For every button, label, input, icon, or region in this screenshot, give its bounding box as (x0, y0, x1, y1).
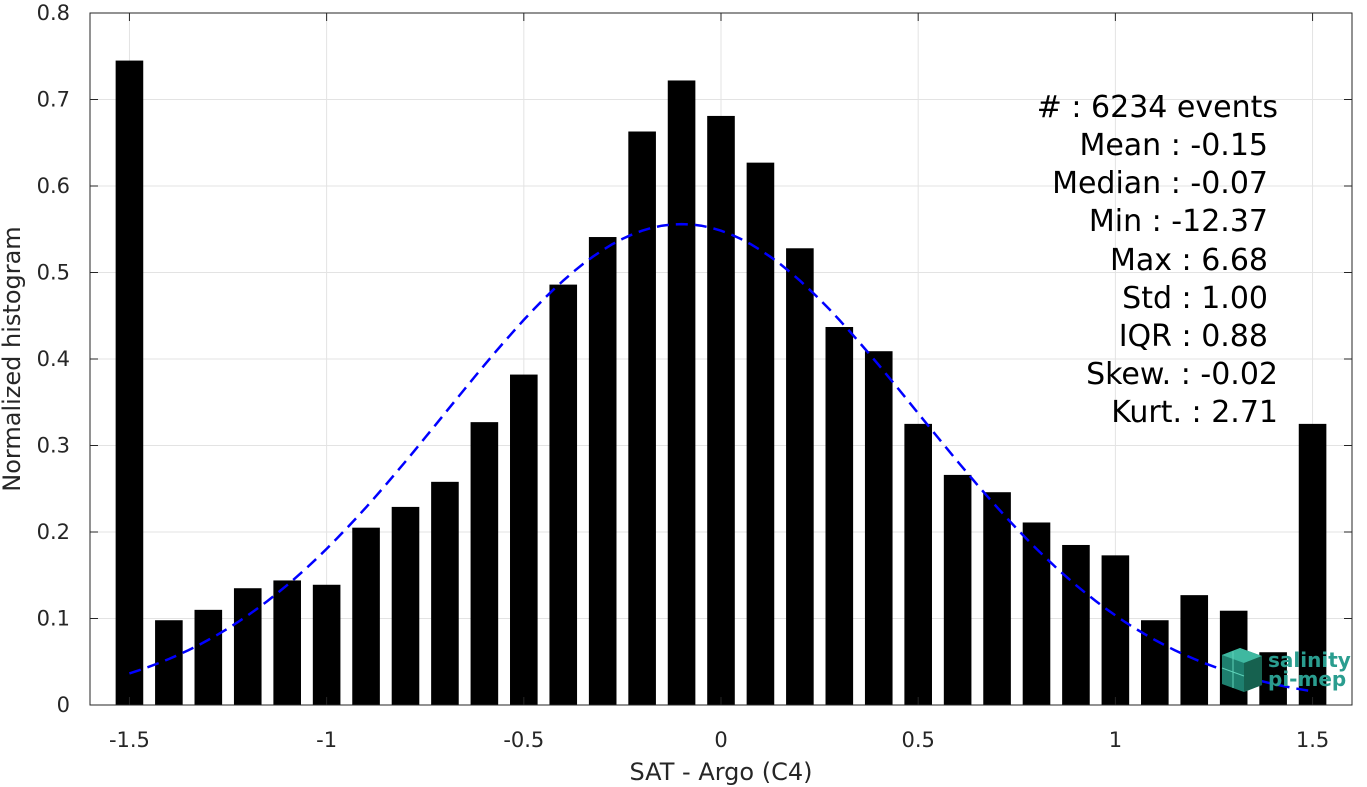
y-tick-label: 0.2 (37, 520, 70, 544)
stat-mean: Mean : -0.15 (1079, 128, 1268, 163)
histogram-bar (1101, 555, 1130, 705)
gaussian-fit-curve (129, 222, 1313, 693)
x-tick-label: 1.5 (1296, 728, 1329, 752)
axes-box (89, 12, 1353, 706)
histogram-bar (943, 474, 972, 705)
histogram-bar (431, 481, 459, 705)
y-axis-label: Normalized histogram (0, 226, 26, 491)
histogram-bar (983, 492, 1011, 705)
y-tick-label: 0.8 (37, 1, 70, 25)
histogram-bar (1180, 595, 1209, 705)
y-tick-label: 0.3 (37, 434, 70, 458)
histogram-bar (549, 284, 578, 705)
histogram-bar (194, 609, 223, 705)
x-axis-label: SAT - Argo (C4) (630, 758, 813, 786)
stats-box: # : 6234 events Mean : -0.15 Median : -0… (1037, 90, 1278, 430)
histogram-bar (352, 527, 380, 705)
histogram-bar (786, 248, 814, 705)
y-tick-label: 0.1 (37, 607, 70, 631)
x-ticks: -1.5 -1 -0.5 0 0.5 1 1.5 (109, 697, 1329, 752)
x-tick-label: 1 (1109, 728, 1122, 752)
bars (115, 60, 1327, 706)
histogram-bar (904, 423, 932, 705)
histogram-bar (115, 60, 144, 705)
histogram-bar (1062, 544, 1090, 705)
histogram-bar (312, 584, 341, 705)
stat-skew: Skew. : -0.02 (1086, 357, 1278, 392)
stat-median: Median : -0.07 (1052, 166, 1268, 201)
histogram-bar (825, 326, 854, 705)
histogram-bar (155, 620, 183, 705)
stat-std: Std : 1.00 (1122, 281, 1268, 316)
histogram-bar (470, 422, 499, 705)
histogram-bar (864, 351, 893, 705)
histogram-bar (510, 374, 538, 705)
cube-icon (1221, 648, 1262, 692)
x-tick-label: -1 (316, 728, 337, 752)
histogram-bar (588, 237, 617, 705)
stat-min: Min : -12.37 (1089, 204, 1268, 239)
histogram-bar (1259, 652, 1287, 705)
logo-line2: pi-mep (1268, 667, 1346, 691)
stat-events: # : 6234 events (1037, 90, 1278, 125)
histogram-bar (1298, 423, 1327, 705)
y-tick-label: 0.4 (37, 347, 70, 371)
x-tick-label: 0 (714, 728, 727, 752)
y-tick-label: 0.5 (37, 261, 70, 285)
salinity-pimep-logo: salinity pi-mep (1221, 648, 1351, 692)
y-ticks: 0 0.1 0.2 0.3 0.4 0.5 0.6 0.7 0.8 (37, 1, 1352, 717)
histogram-bar (391, 506, 420, 705)
stat-kurt: Kurt. : 2.71 (1111, 395, 1278, 430)
histogram-bar (273, 580, 301, 705)
stat-iqr: IQR : 0.88 (1119, 319, 1268, 354)
y-tick-label: 0.7 (37, 88, 70, 112)
logo-line1: salinity (1268, 648, 1351, 672)
x-tick-label: 0.5 (901, 728, 934, 752)
x-tick-label: -1.5 (109, 728, 150, 752)
x-tick-label: -0.5 (503, 728, 544, 752)
histogram-bar (628, 131, 656, 705)
histogram-bar (667, 80, 696, 706)
histogram-bar (746, 162, 775, 705)
y-tick-label: 0 (57, 693, 70, 717)
stat-max: Max : 6.68 (1110, 243, 1268, 278)
histogram-bar (1022, 522, 1051, 705)
y-tick-label: 0.6 (37, 174, 70, 198)
histogram-bar (233, 588, 262, 705)
histogram-bar (707, 115, 735, 705)
